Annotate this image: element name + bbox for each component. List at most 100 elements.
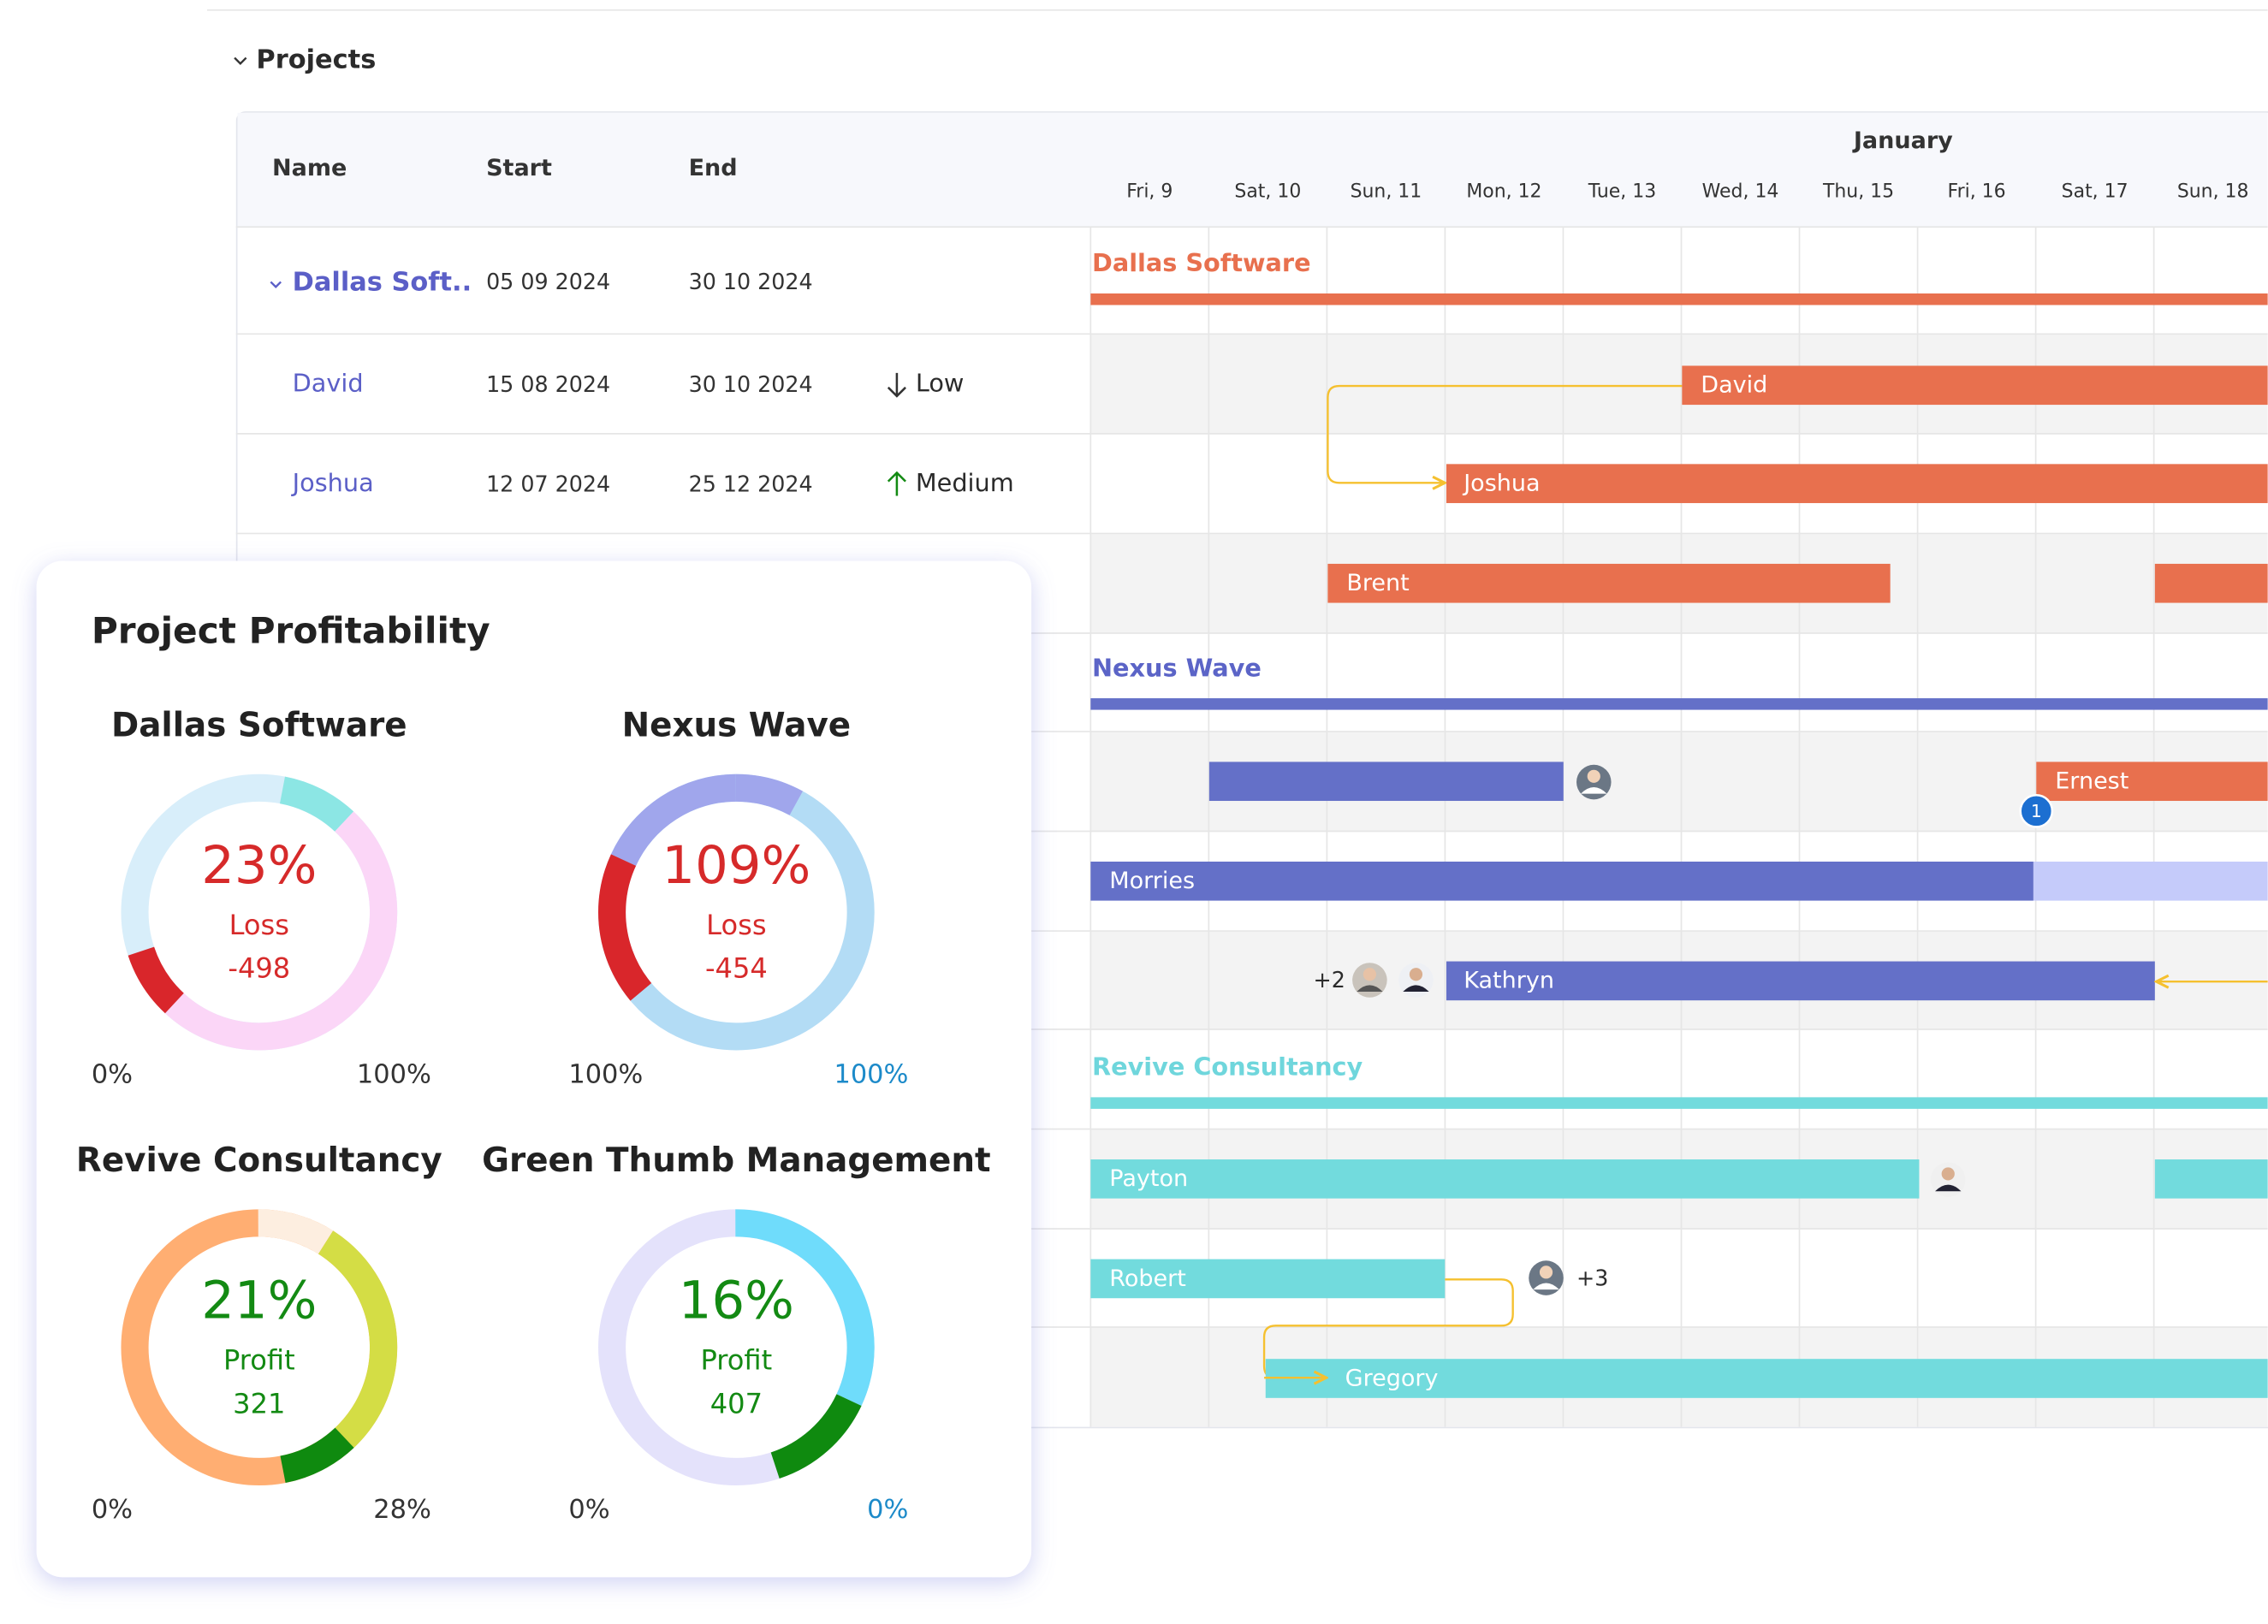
range-min: 0% <box>92 1495 133 1525</box>
avatar[interactable] <box>1576 764 1612 800</box>
task-label: Gregory <box>1345 1365 1439 1391</box>
donut-segment <box>598 1209 875 1486</box>
day-label: Sat, 10 <box>1234 181 1301 203</box>
range-min: 0% <box>568 1495 609 1525</box>
section-title[interactable]: Projects <box>256 44 376 74</box>
column-header[interactable]: End <box>689 155 738 181</box>
task-bar[interactable] <box>2154 1159 2268 1199</box>
avatar[interactable] <box>1529 1260 1564 1295</box>
day-label: Sat, 17 <box>2062 181 2128 203</box>
day-label: Thu, 15 <box>1822 181 1894 203</box>
column-header[interactable]: Start <box>486 155 552 181</box>
section-chevron[interactable] <box>234 56 247 66</box>
task-bar[interactable] <box>2154 563 2268 603</box>
range-max: 28% <box>373 1495 431 1525</box>
task-name[interactable]: David <box>293 368 364 397</box>
dependency-link <box>1262 1278 1514 1378</box>
amount: -498 <box>228 952 290 985</box>
task-bar-remaining[interactable] <box>2033 861 2268 901</box>
donut-segment <box>121 1209 398 1486</box>
end-date: 30 10 2024 <box>689 269 813 294</box>
percent: 23% <box>201 836 317 896</box>
task-label: Ernest <box>2055 768 2128 795</box>
day-label: Fri, 9 <box>1126 181 1173 203</box>
amount: 407 <box>710 1387 763 1420</box>
priority-icon <box>887 372 906 398</box>
column-header[interactable]: Name <box>272 155 347 181</box>
dependency-link <box>1327 384 1683 483</box>
day-label: Sun, 18 <box>2177 181 2249 203</box>
badge-count: 1 <box>2031 801 2042 821</box>
amount: -454 <box>705 952 768 985</box>
task-label: Brent <box>1346 570 1409 596</box>
day-label: Sun, 11 <box>1351 181 1422 203</box>
card-title: Dallas Software <box>111 706 407 744</box>
task-label: Payton <box>1109 1165 1188 1192</box>
card-title: Revive Consultancy <box>76 1141 442 1180</box>
task-bar[interactable] <box>1090 1259 1446 1299</box>
range-max: 0% <box>867 1495 908 1525</box>
task-bar[interactable] <box>1682 365 2268 406</box>
day-label: Mon, 12 <box>1466 181 1541 203</box>
avatar[interactable] <box>1398 963 1434 998</box>
card-title: Nexus Wave <box>622 706 852 744</box>
group-bar[interactable] <box>1090 1097 2268 1109</box>
task-name[interactable]: Joshua <box>291 468 374 497</box>
task-label: Kathryn <box>1464 968 1554 994</box>
day-label: Fri, 16 <box>1948 181 2006 203</box>
card-title: Green Thumb Management <box>482 1141 990 1180</box>
day-label: Tue, 13 <box>1588 181 1656 203</box>
badge[interactable] <box>2019 793 2054 828</box>
percent: 21% <box>201 1271 317 1331</box>
task-label: Robert <box>1109 1265 1186 1292</box>
range-min: 100% <box>568 1060 643 1090</box>
task-bar[interactable] <box>1090 861 2033 901</box>
profitability-panel: Project Profitability Dallas Software 23%… <box>36 560 1032 1578</box>
percent: 109% <box>662 836 810 896</box>
assignee-more[interactable]: +3 <box>1576 1265 1608 1290</box>
task-bar[interactable] <box>1446 464 2268 503</box>
task-label: Joshua <box>1462 471 1540 497</box>
task-label: Morries <box>1109 868 1195 894</box>
group-bar[interactable] <box>1090 293 2268 305</box>
status: Loss <box>706 909 766 941</box>
donut-segment <box>598 773 875 1051</box>
percent: 16% <box>679 1271 794 1331</box>
task-bar[interactable] <box>1265 1359 2268 1398</box>
group-label: Nexus Wave <box>1092 653 1262 682</box>
day-label: Wed, 14 <box>1702 181 1779 203</box>
status: Loss <box>229 909 289 941</box>
task-label: David <box>1701 372 1767 399</box>
table-header <box>237 112 2268 228</box>
row-chevron[interactable] <box>270 281 282 289</box>
range-min: 0% <box>92 1060 133 1090</box>
task-bar[interactable] <box>1327 563 1891 603</box>
panel-card <box>36 560 1032 1578</box>
task-bar[interactable] <box>1090 1159 1920 1199</box>
range-max: 100% <box>834 1060 908 1090</box>
status: Profit <box>701 1344 773 1377</box>
start-date: 12 07 2024 <box>486 471 610 497</box>
start-date: 05 09 2024 <box>486 269 610 294</box>
project-name[interactable]: Dallas Soft.. <box>293 268 472 298</box>
assignee-more[interactable]: +2 <box>1314 967 1345 993</box>
panel-title: Project Profitability <box>92 610 490 652</box>
avatar[interactable] <box>1930 1162 1966 1197</box>
group-bar[interactable] <box>1090 698 2268 710</box>
range-max: 100% <box>357 1060 431 1090</box>
priority: Low <box>916 368 965 397</box>
task-bar[interactable] <box>2036 762 2268 802</box>
start-date: 15 08 2024 <box>486 371 610 397</box>
task-bar[interactable] <box>1208 762 1564 802</box>
donut-segment <box>598 773 875 1051</box>
avatar[interactable] <box>1352 963 1387 998</box>
day-grid <box>1208 227 2155 1427</box>
donut-segment <box>121 773 398 1051</box>
task-bar[interactable] <box>1446 961 2155 1001</box>
group-label: Revive Consultancy <box>1092 1052 1363 1082</box>
end-date: 25 12 2024 <box>689 471 813 497</box>
end-date: 30 10 2024 <box>689 371 813 397</box>
status: Profit <box>223 1344 295 1377</box>
priority-icon <box>887 471 906 496</box>
